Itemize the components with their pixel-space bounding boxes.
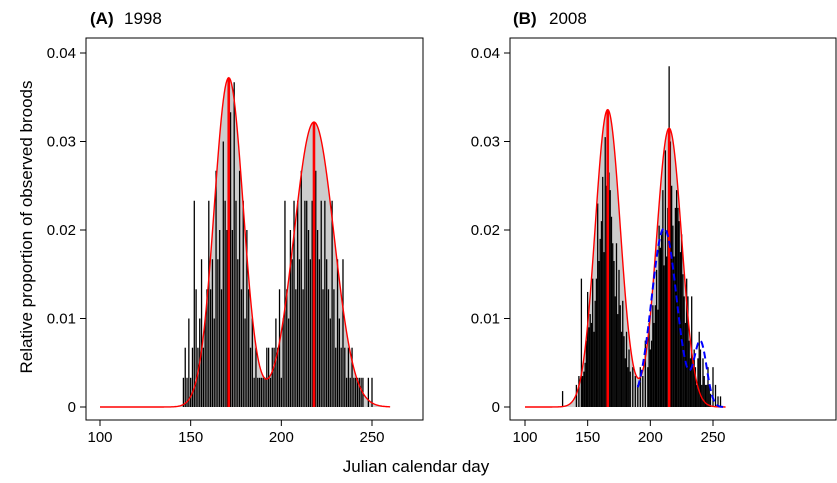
panel-a-x-tick-label: 100	[87, 429, 112, 446]
y-axis-title: Relative proportion of observed broods	[17, 81, 36, 374]
panel-a-y-tick-label: 0.03	[47, 134, 76, 151]
panel-b-fit-curve	[525, 108, 726, 408]
panel-a-tag: (A)	[90, 9, 114, 28]
panel-b-year: 2008	[549, 9, 587, 28]
panel-a-x-tick-label: 200	[269, 429, 294, 446]
panel-b-dashed-curve	[636, 227, 726, 408]
panel-b: (B) 2008 0 0.01 0.02 0.03 0.04 100 150 200 250	[471, 9, 837, 446]
panel-b-y-tick-label: 0.03	[471, 134, 500, 151]
panel-b-tag: (B)	[513, 9, 537, 28]
panel-b-y-tick-label: 0	[492, 399, 500, 416]
x-axis-title: Julian calendar day	[343, 457, 490, 476]
panel-b-x-tick-label: 100	[512, 429, 537, 446]
panel-b-x-tick-label: 150	[575, 429, 600, 446]
panel-a-y-tick-label: 0.02	[47, 222, 76, 239]
panel-a: (A) 1998 0 0.01 0.02 0.03 0.04 100 150 200 250	[47, 9, 424, 446]
panel-a-y-tick-label: 0.01	[47, 311, 76, 328]
panel-a-x-tick-label: 150	[178, 429, 203, 446]
panel-b-x-tick-label: 200	[638, 429, 663, 446]
panel-a-y-tick-label: 0	[68, 399, 76, 416]
panel-b-x-tick-label: 250	[700, 429, 725, 446]
panel-a-fit-curve	[100, 76, 391, 408]
panel-b-y-tick-label: 0.01	[471, 311, 500, 328]
panel-a-x-tick-label: 250	[359, 429, 384, 446]
panel-b-frame	[509, 37, 837, 421]
panel-b-y-tick-label: 0.02	[471, 222, 500, 239]
panel-b-y-tick-label: 0.04	[471, 45, 500, 62]
panel-a-y-tick-label: 0.04	[47, 45, 76, 62]
panel-a-year: 1998	[124, 9, 162, 28]
panel-a-frame	[85, 37, 424, 421]
